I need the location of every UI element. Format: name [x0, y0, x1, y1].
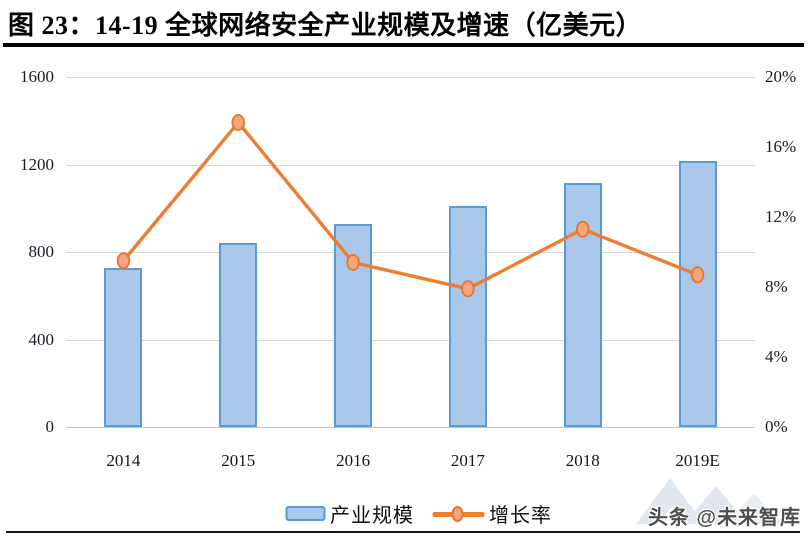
- line-series-swatch-icon: [432, 505, 484, 522]
- figure-title: 图 23：14-19 全球网络安全产业规模及增速（亿美元）: [8, 11, 643, 40]
- right-axis-tick: 16%: [765, 137, 797, 156]
- industry-scale-bar: [219, 243, 258, 427]
- legend-item-industry-scale: 产业规模: [285, 499, 414, 528]
- gridline: [66, 339, 755, 341]
- industry-scale-bar: [448, 206, 487, 427]
- growth-rate-marker: [346, 253, 360, 271]
- line-swatch-marker-icon: [451, 505, 463, 522]
- legend-item-growth-rate: 增长率: [432, 499, 552, 528]
- right-axis-tick: 20%: [765, 67, 797, 86]
- x-axis-label: 2014: [106, 451, 141, 470]
- growth-rate-line: [116, 114, 705, 298]
- left-axis-tick: 1600: [20, 67, 54, 86]
- right-axis-tick: 0%: [765, 417, 788, 436]
- right-axis-tick: 12%: [765, 207, 797, 226]
- growth-rate-marker: [116, 252, 131, 270]
- growth-rate-marker: [690, 266, 705, 284]
- left-axis-tick: 800: [28, 242, 55, 261]
- legend-label-industry-scale: 产业规模: [330, 505, 414, 527]
- x-axis-label: 2017: [450, 451, 485, 470]
- right-axis-tick: 8%: [765, 277, 788, 296]
- bottom-divider: [6, 531, 800, 533]
- right-axis-tick: 4%: [765, 347, 788, 366]
- industry-scale-bar: [104, 268, 143, 427]
- title-underline: [3, 43, 804, 47]
- growth-rate-marker: [461, 280, 475, 298]
- gridline: [66, 252, 755, 253]
- chart-legend: 产业规模 增长率: [285, 499, 552, 528]
- x-axis-line: [66, 427, 755, 428]
- growth-rate-marker: [231, 114, 245, 132]
- x-axis-label: 2016: [336, 451, 371, 470]
- x-axis-label: 2018: [565, 451, 600, 470]
- gridline: [66, 77, 755, 78]
- x-axis-label: 2015: [221, 451, 256, 470]
- gridline: [66, 164, 755, 166]
- growth-rate-polyline: [121, 120, 700, 291]
- mountain-logo-icon: [636, 478, 784, 524]
- growth-rate-marker: [576, 220, 590, 238]
- legend-label-growth-rate: 增长率: [489, 505, 552, 527]
- left-axis-tick: 0: [45, 417, 55, 436]
- x-axis-label: 2019E: [675, 451, 720, 470]
- left-axis-tick: 1200: [20, 154, 54, 174]
- bar-series-swatch-icon: [285, 506, 325, 521]
- industry-scale-bar: [678, 161, 717, 427]
- watermark-text: 头条 @未来智库: [647, 507, 801, 529]
- left-axis-tick: 400: [28, 329, 55, 349]
